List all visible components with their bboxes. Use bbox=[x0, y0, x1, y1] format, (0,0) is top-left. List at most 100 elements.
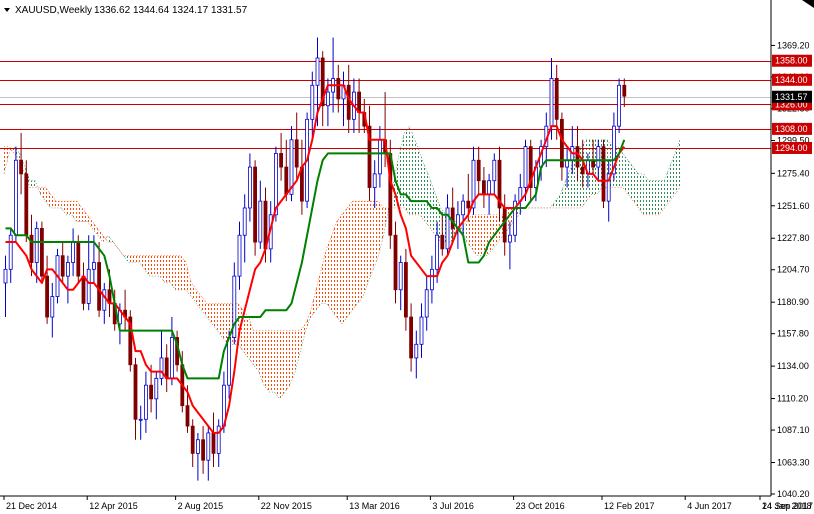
candle-body bbox=[502, 207, 507, 243]
candle-body bbox=[435, 234, 440, 270]
kumo-segment bbox=[555, 194, 561, 208]
candle-body bbox=[195, 439, 200, 454]
candle-body bbox=[409, 316, 414, 359]
candle-body bbox=[580, 166, 585, 175]
kumo-segment bbox=[617, 146, 623, 188]
candle-body bbox=[403, 262, 408, 318]
kumo-segment bbox=[180, 255, 186, 290]
kumo-segment bbox=[295, 330, 301, 372]
candle-body bbox=[523, 146, 528, 188]
candle-body bbox=[284, 166, 289, 195]
kumo-segment bbox=[352, 201, 358, 311]
candle-body bbox=[487, 180, 492, 195]
open-value: 1336.62 bbox=[94, 5, 131, 16]
candle-body bbox=[97, 262, 101, 311]
candle-body bbox=[289, 139, 294, 195]
kumo-segment bbox=[92, 221, 98, 236]
level-label-text: 1358.00 bbox=[775, 56, 808, 66]
kumo-segment bbox=[149, 255, 155, 277]
candle-body bbox=[367, 125, 372, 188]
x-tick-label: 12 Feb 2017 bbox=[604, 501, 655, 511]
level-label-box bbox=[772, 73, 812, 86]
level-label-text: 1294.00 bbox=[775, 143, 808, 153]
kumo-segment bbox=[264, 330, 270, 393]
candle-body bbox=[429, 268, 434, 291]
kumo-segment bbox=[420, 153, 426, 222]
candle-body bbox=[471, 159, 476, 209]
candle-body bbox=[149, 384, 154, 400]
kumo-segment bbox=[342, 207, 348, 324]
kumo-segment bbox=[139, 255, 145, 270]
candle-body bbox=[242, 207, 247, 236]
kumo-segment bbox=[628, 160, 634, 202]
kumo-segment bbox=[45, 187, 51, 208]
kumo-segment bbox=[175, 255, 181, 290]
level-label-box bbox=[772, 54, 812, 67]
kumo-segment bbox=[82, 207, 88, 222]
candle-body bbox=[3, 268, 8, 284]
level-label-text: 1308.00 bbox=[775, 124, 808, 134]
candle-body bbox=[253, 166, 258, 243]
tenkan-line bbox=[5, 84, 626, 434]
kumo-segment bbox=[134, 255, 140, 263]
kumo-segment bbox=[331, 221, 337, 318]
candle-body bbox=[414, 343, 419, 359]
candle-body bbox=[357, 91, 362, 113]
candle-body bbox=[216, 425, 221, 454]
candle-body bbox=[461, 200, 466, 216]
current-price-box bbox=[772, 90, 812, 103]
candle-body bbox=[612, 125, 616, 175]
kumo-segment bbox=[622, 153, 628, 195]
candle-body bbox=[273, 153, 278, 216]
candle-body bbox=[50, 296, 55, 318]
indicator-lines bbox=[5, 84, 626, 434]
kumo-segment bbox=[258, 330, 264, 386]
kumo-segment bbox=[347, 201, 353, 318]
corner-marker-icon bbox=[802, 0, 814, 8]
y-tick-label: 1087.10 bbox=[777, 425, 810, 435]
candle-body bbox=[81, 275, 86, 304]
y-tick-label: 1063.30 bbox=[777, 458, 810, 468]
dropdown-triangle-icon[interactable] bbox=[4, 8, 10, 12]
y-tick-label: 1110.20 bbox=[777, 394, 808, 404]
kumo-segment bbox=[378, 201, 384, 256]
kumo-segment bbox=[648, 180, 654, 215]
kumo-segment bbox=[492, 214, 498, 249]
candle-body bbox=[164, 357, 169, 379]
candle-body bbox=[237, 234, 242, 277]
candle-body bbox=[34, 228, 39, 263]
level-label-text: 1344.00 bbox=[775, 75, 808, 85]
kumo-segment bbox=[87, 214, 93, 229]
y-tick-label: 1251.60 bbox=[777, 201, 810, 211]
kumo-segment bbox=[560, 180, 566, 208]
candle-body bbox=[29, 234, 34, 263]
candle-body bbox=[247, 166, 252, 209]
y-tick-label: 1227.80 bbox=[777, 233, 810, 243]
current-price-text: 1331.57 bbox=[775, 92, 808, 102]
candle-body bbox=[19, 159, 24, 175]
candle-body bbox=[325, 91, 330, 107]
y-tick-label: 1204.70 bbox=[777, 265, 810, 275]
kumo-segment bbox=[4, 146, 10, 174]
candle-body bbox=[450, 207, 455, 229]
candle-body bbox=[185, 405, 190, 427]
kumo-segment bbox=[654, 180, 660, 215]
candle-body bbox=[128, 316, 133, 366]
candle-body bbox=[71, 241, 75, 263]
candle-body bbox=[601, 146, 606, 202]
kumo-segment bbox=[633, 167, 639, 208]
kumo-segment bbox=[253, 330, 259, 372]
candle-body bbox=[549, 78, 554, 127]
candle-body bbox=[143, 384, 148, 420]
candle-body bbox=[445, 207, 450, 250]
candle-body bbox=[169, 337, 174, 379]
candle-body bbox=[513, 200, 517, 236]
kumo-segment bbox=[243, 310, 249, 358]
candle-body bbox=[201, 439, 206, 461]
candle-body bbox=[440, 234, 445, 250]
x-tick-label: 2 Aug 2015 bbox=[178, 501, 224, 511]
kumo-segment bbox=[206, 303, 212, 324]
candle-body bbox=[159, 357, 164, 379]
candle-body bbox=[76, 241, 81, 277]
senkou-span-b bbox=[4, 146, 681, 331]
